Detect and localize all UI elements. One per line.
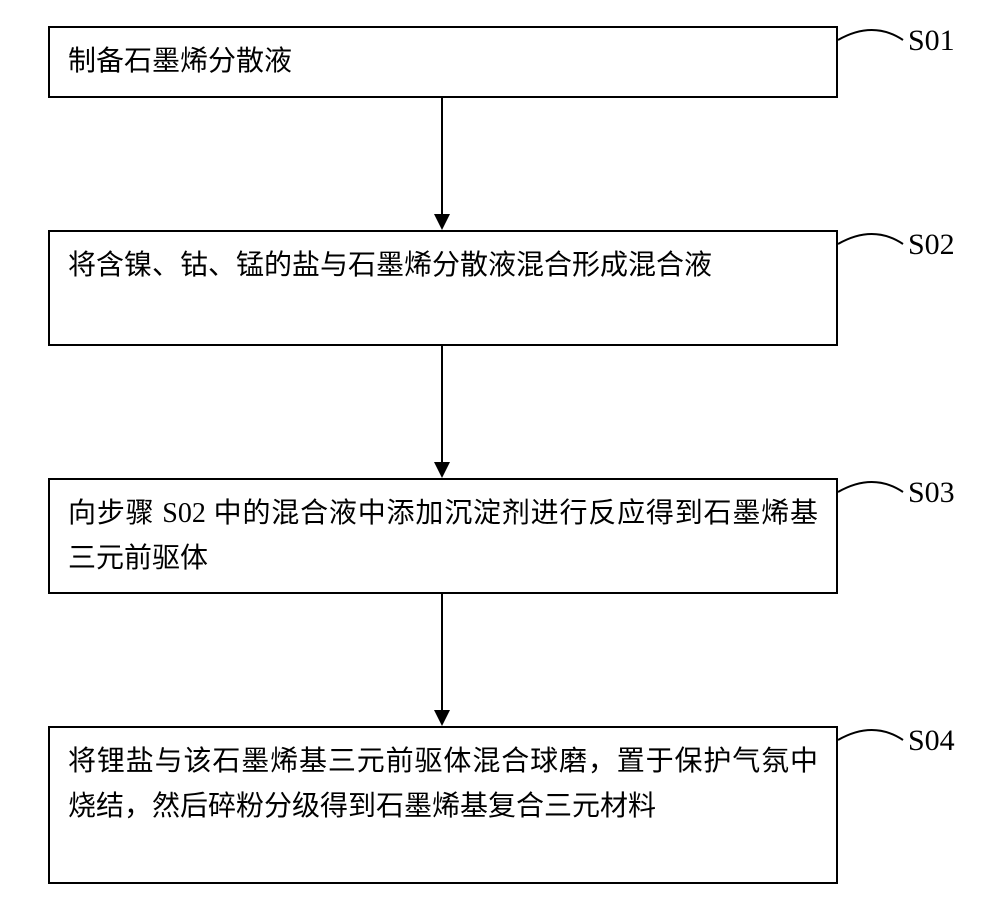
connector-s04: [838, 726, 908, 756]
arrow-line-3: [441, 594, 443, 710]
step-text-s04: 将锂盐与该石墨烯基三元前驱体混合球磨，置于保护气氛中烧结，然后碎粉分级得到石墨烯…: [68, 746, 818, 822]
arrow-head-1: [434, 214, 450, 230]
step-box-s03: 向步骤 S02 中的混合液中添加沉淀剂进行反应得到石墨烯基三元前驱体: [48, 478, 838, 594]
step-text-s02: 将含镍、钴、锰的盐与石墨烯分散液混合形成混合液: [68, 250, 712, 281]
step-box-s01: 制备石墨烯分散液: [48, 26, 838, 98]
connector-s02: [838, 230, 908, 260]
step-box-s02: 将含镍、钴、锰的盐与石墨烯分散液混合形成混合液: [48, 230, 838, 346]
arrow-head-2: [434, 462, 450, 478]
step-label-s04: S04: [908, 724, 955, 758]
arrow-head-3: [434, 710, 450, 726]
arrow-line-1: [441, 98, 443, 214]
connector-s01: [838, 26, 908, 56]
step-label-s01: S01: [908, 24, 955, 58]
step-label-s02: S02: [908, 228, 955, 262]
arrow-line-2: [441, 346, 443, 462]
connector-s03: [838, 478, 908, 508]
flowchart-container: 制备石墨烯分散液 S01 将含镍、钴、锰的盐与石墨烯分散液混合形成混合液 S02…: [0, 0, 1000, 907]
step-text-s03: 向步骤 S02 中的混合液中添加沉淀剂进行反应得到石墨烯基三元前驱体: [68, 498, 818, 574]
step-box-s04: 将锂盐与该石墨烯基三元前驱体混合球磨，置于保护气氛中烧结，然后碎粉分级得到石墨烯…: [48, 726, 838, 884]
step-label-s03: S03: [908, 476, 955, 510]
step-text-s01: 制备石墨烯分散液: [68, 46, 292, 77]
